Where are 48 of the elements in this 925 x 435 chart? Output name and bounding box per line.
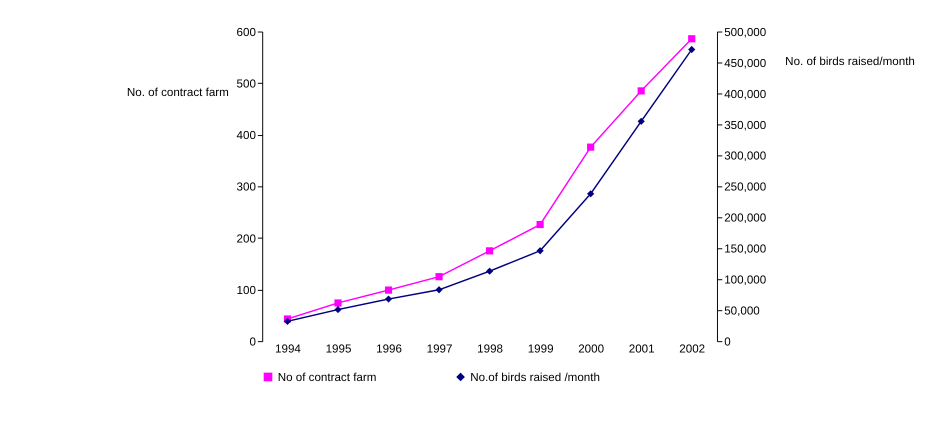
x-tick-label: 1995 bbox=[326, 342, 352, 356]
y-tick-label: 0 bbox=[249, 336, 256, 349]
y2-tick-label: 150,000 bbox=[724, 242, 766, 256]
y2-axis-title: No. of birds raised/month bbox=[785, 54, 915, 68]
y-tick-label: 600 bbox=[236, 26, 256, 39]
point bbox=[587, 144, 594, 151]
y-tick-label: 400 bbox=[236, 129, 256, 142]
y2-tick-label: 200,000 bbox=[724, 212, 766, 225]
point bbox=[486, 247, 494, 254]
x-tick-label: 1998 bbox=[477, 342, 503, 356]
y-tick-label: 300 bbox=[236, 180, 256, 194]
legend-label: No of contract farm bbox=[278, 370, 376, 384]
y2-tick-label: 400,000 bbox=[724, 88, 766, 101]
y2-tick-label: 50,000 bbox=[724, 304, 760, 318]
point bbox=[384, 295, 392, 303]
point bbox=[334, 306, 342, 314]
y2-tick-label: 300,000 bbox=[724, 150, 766, 163]
y-tick-label: 200 bbox=[236, 232, 256, 246]
y2-tick-label: 100,000 bbox=[724, 274, 766, 287]
point bbox=[435, 286, 443, 294]
legend-label: No.of birds raised /month bbox=[470, 370, 600, 384]
point bbox=[638, 118, 645, 125]
point bbox=[284, 318, 292, 325]
y2-tick-label: 350,000 bbox=[724, 118, 766, 132]
x-tick-label: 1996 bbox=[376, 342, 402, 356]
point bbox=[435, 273, 443, 280]
point bbox=[384, 286, 392, 294]
point bbox=[688, 46, 696, 54]
point bbox=[688, 35, 696, 42]
x-tick-label: 2000 bbox=[578, 342, 604, 356]
x-tick-label: 2001 bbox=[628, 342, 655, 356]
point bbox=[638, 87, 645, 94]
point bbox=[587, 190, 594, 198]
y-tick-label: 100 bbox=[236, 284, 256, 297]
x-tick-label: 1997 bbox=[426, 342, 452, 356]
y2-tick-label: 450,000 bbox=[724, 56, 766, 70]
point bbox=[334, 299, 342, 307]
y2-tick-label: 0 bbox=[724, 336, 731, 349]
y2-tick-label: 500,000 bbox=[724, 26, 766, 39]
point bbox=[536, 220, 544, 228]
point bbox=[486, 268, 494, 275]
x-tick-label: 1994 bbox=[275, 342, 302, 356]
point bbox=[536, 247, 544, 254]
y2-tick-label: 250,000 bbox=[724, 180, 766, 194]
y-axis-title: No. of contract farm bbox=[126, 86, 229, 99]
x-tick-label: 1999 bbox=[528, 342, 554, 356]
x-tick-label: 2002 bbox=[679, 342, 706, 356]
y-tick-label: 500 bbox=[236, 78, 256, 91]
